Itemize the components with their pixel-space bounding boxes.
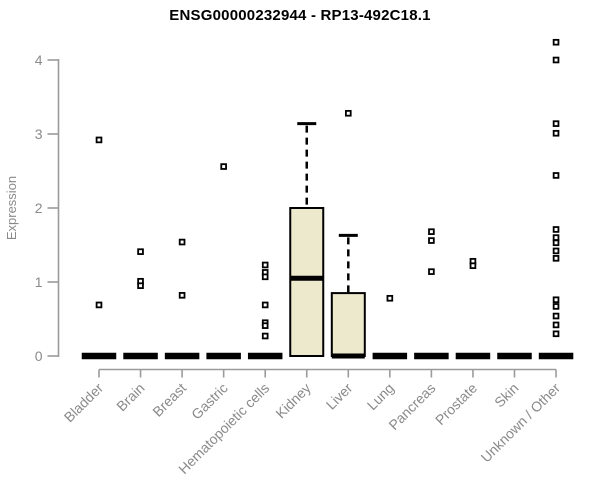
zero-median-bar-hematopoietic-cells bbox=[247, 352, 283, 360]
zero-median-bar-bladder bbox=[81, 352, 117, 360]
x-tick-label-unknown-other: Unknown / Other bbox=[478, 380, 564, 466]
outlier-point-unknown-other bbox=[552, 255, 560, 262]
outlier-point-lung bbox=[386, 294, 394, 302]
outlier-point-unknown-other bbox=[552, 226, 560, 233]
zero-median-bar-pancreas bbox=[414, 352, 449, 360]
outlier-point-brain bbox=[137, 248, 144, 255]
outlier-point-pancreas bbox=[428, 228, 435, 235]
outlier-point-hematopoietic-cells bbox=[261, 273, 269, 281]
y-tick-label: 4 bbox=[35, 52, 43, 68]
outlier-point-unknown-other bbox=[552, 129, 560, 137]
outlier-point-unknown-other bbox=[552, 120, 560, 127]
y-axis-title: Expression bbox=[4, 176, 19, 240]
zero-median-bar-breast bbox=[164, 352, 200, 360]
zero-median-bar-lung bbox=[372, 352, 408, 360]
x-tick-label-prostate: Prostate bbox=[432, 380, 480, 428]
outlier-point-unknown-other bbox=[552, 330, 560, 338]
outlier-point-hematopoietic-cells bbox=[261, 332, 269, 340]
y-tick-label: 0 bbox=[35, 348, 43, 364]
outlier-point-breast bbox=[178, 292, 186, 299]
x-tick-label-brain: Brain bbox=[113, 380, 147, 414]
outlier-point-hematopoietic-cells bbox=[261, 261, 269, 269]
zero-median-bar-unknown-other bbox=[538, 352, 574, 360]
outlier-point-hematopoietic-cells bbox=[261, 301, 269, 309]
outlier-point-unknown-other bbox=[552, 321, 560, 329]
outlier-point-liver bbox=[344, 109, 352, 117]
y-tick-label: 3 bbox=[35, 126, 43, 142]
zero-median-bar-skin bbox=[497, 352, 532, 360]
zero-median-bar-brain bbox=[123, 352, 158, 360]
zero-median-bar-gastric bbox=[206, 352, 241, 360]
outlier-point-breast bbox=[178, 238, 186, 246]
outlier-point-bladder bbox=[95, 136, 103, 144]
x-tick-label-lung: Lung bbox=[364, 380, 397, 413]
x-tick-label-liver: Liver bbox=[323, 380, 356, 413]
y-tick-label: 1 bbox=[35, 274, 43, 290]
outlier-point-unknown-other bbox=[552, 239, 560, 247]
outlier-point-brain bbox=[137, 282, 144, 289]
x-tick-label-skin: Skin bbox=[491, 380, 522, 411]
outlier-point-unknown-other bbox=[552, 247, 560, 255]
outlier-point-unknown-other bbox=[552, 312, 560, 320]
outlier-point-unknown-other bbox=[552, 296, 560, 304]
zero-median-bar-prostate bbox=[455, 352, 491, 360]
box-liver bbox=[330, 292, 366, 358]
outlier-point-hematopoietic-cells bbox=[261, 322, 269, 329]
outlier-point-unknown-other bbox=[552, 56, 560, 64]
outlier-point-unknown-other bbox=[552, 234, 560, 241]
outlier-point-pancreas bbox=[428, 237, 435, 244]
outlier-point-unknown-other bbox=[552, 38, 560, 46]
y-tick-label: 2 bbox=[35, 200, 43, 216]
x-tick-label-breast: Breast bbox=[149, 380, 189, 420]
x-tick-label-bladder: Bladder bbox=[61, 380, 107, 426]
outlier-point-gastric bbox=[220, 163, 227, 170]
box-kidney bbox=[289, 207, 325, 357]
outlier-point-unknown-other bbox=[552, 172, 560, 179]
outlier-point-unknown-other bbox=[552, 303, 560, 310]
outlier-point-prostate bbox=[469, 262, 477, 270]
outlier-point-bladder bbox=[95, 301, 103, 309]
outlier-point-pancreas bbox=[428, 268, 435, 275]
chart-title: ENSG00000232944 - RP13-492C18.1 bbox=[169, 7, 431, 24]
x-tick-label-kidney: Kidney bbox=[272, 380, 314, 422]
